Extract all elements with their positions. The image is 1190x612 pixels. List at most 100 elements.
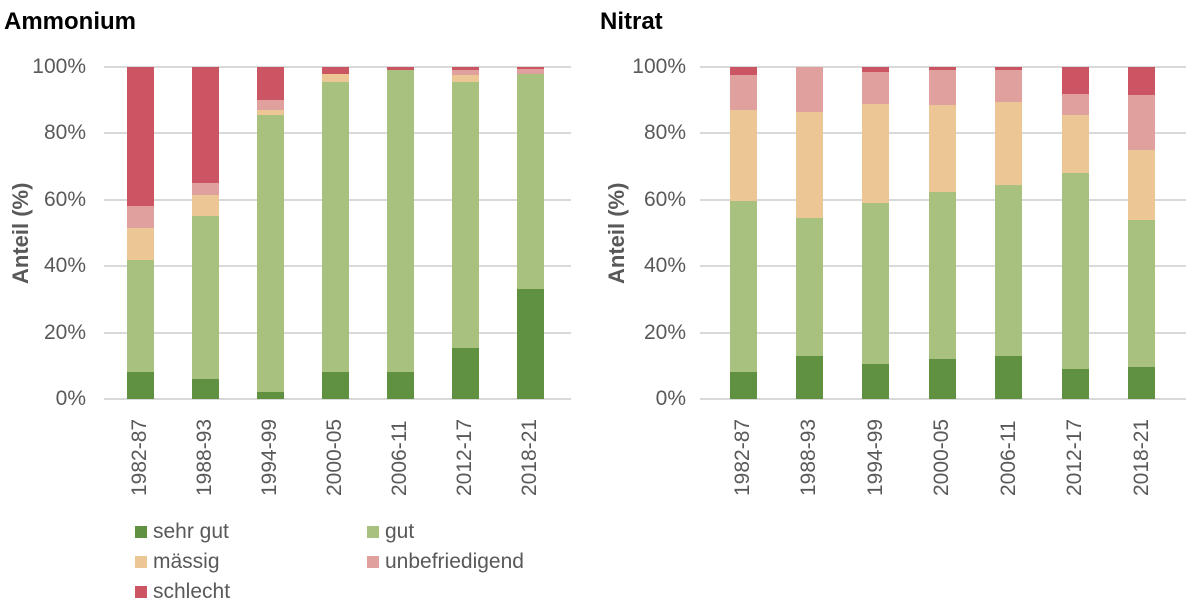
bar-segment-ammonium-1994-99-unbefriedigend xyxy=(256,100,284,111)
bar-segment-ammonium-1988-93-mässig xyxy=(191,194,219,217)
bar-segment-ammonium-1982-87-mässig xyxy=(126,228,154,260)
x-tick-label-nitrat-1988-93: 1988-93 xyxy=(797,418,821,496)
y-tick-label-nitrat-100: 100% xyxy=(632,55,686,78)
bar-segment-nitrat-2012-17-schlecht xyxy=(1061,67,1089,94)
bar-segment-nitrat-1988-93-unbefriedigend xyxy=(795,67,823,112)
gridline-ammonium-0 xyxy=(104,398,571,400)
bar-segment-ammonium-2012-17-sehr gut xyxy=(451,347,479,399)
bar-segment-nitrat-2000-05-gut xyxy=(928,191,956,360)
bar-segment-ammonium-2012-17-schlecht xyxy=(451,67,479,71)
legend-swatch-mässig xyxy=(135,555,147,568)
bar-segment-ammonium-2006-11-schlecht xyxy=(386,67,414,71)
bar-segment-ammonium-2018-21-unbefriedigend xyxy=(516,68,544,74)
x-tick-label-nitrat-1994-99: 1994-99 xyxy=(863,418,887,496)
bar-segment-nitrat-1994-99-sehr gut xyxy=(862,364,890,399)
x-tick-label-nitrat-1982-87: 1982-87 xyxy=(731,418,754,496)
bar-segment-ammonium-2006-11-sehr gut xyxy=(386,372,414,399)
bar-segment-nitrat-2000-05-sehr gut xyxy=(928,359,956,399)
y-tick-label-ammonium-20: 20% xyxy=(43,320,86,344)
stacked-bar-nitrat-2000-05 xyxy=(928,67,956,399)
legend-item-unbefriedigend: unbefriedigend xyxy=(367,549,697,574)
bar-segment-nitrat-2018-21-schlecht xyxy=(1128,67,1156,96)
bar-segment-ammonium-1988-93-sehr gut xyxy=(191,379,219,399)
bar-segment-ammonium-1982-87-gut xyxy=(126,259,154,373)
stacked-bar-ammonium-2000-05 xyxy=(321,67,349,399)
bar-segment-ammonium-2012-17-mässig xyxy=(451,75,479,82)
y-tick-label-nitrat-20: 20% xyxy=(643,320,686,344)
bar-segment-nitrat-2012-17-mässig xyxy=(1061,115,1089,174)
stacked-bar-ammonium-2012-17 xyxy=(451,67,479,399)
bar-segment-ammonium-1988-93-schlecht xyxy=(191,67,219,184)
x-tick-label-nitrat-2000-05: 2000-05 xyxy=(930,418,954,496)
bar-segment-ammonium-1994-99-mässig xyxy=(256,110,284,116)
stacked-bar-nitrat-1994-99 xyxy=(862,67,890,399)
bar-segment-nitrat-1994-99-mässig xyxy=(862,103,890,204)
stacked-bar-ammonium-1994-99 xyxy=(256,67,284,399)
bar-segment-nitrat-2006-11-unbefriedigend xyxy=(995,70,1023,102)
legend-swatch-unbefriedigend xyxy=(367,555,379,568)
legend-item-gut: gut xyxy=(367,519,697,544)
y-tick-label-nitrat-60: 60% xyxy=(643,187,686,211)
chart-title-ammonium: Ammonium xyxy=(4,8,136,35)
bar-segment-nitrat-1982-87-unbefriedigend xyxy=(729,75,757,111)
bar-segment-nitrat-2018-21-unbefriedigend xyxy=(1128,95,1156,151)
x-tick-label-ammonium-2006-11: 2006-11 xyxy=(388,420,411,496)
x-tick-label-nitrat-2006-11: 2006-11 xyxy=(996,420,1020,496)
x-tick-label-ammonium-2000-05: 2000-05 xyxy=(323,418,346,496)
stacked-bar-nitrat-1982-87 xyxy=(729,67,757,399)
legend-item-mässig: mässig xyxy=(135,549,367,574)
bar-segment-ammonium-1988-93-unbefriedigend xyxy=(191,183,219,195)
y-tick-label-nitrat-40: 40% xyxy=(643,254,686,278)
bar-segment-ammonium-2012-17-unbefriedigend xyxy=(451,70,479,76)
bar-segment-nitrat-1988-93-sehr gut xyxy=(795,355,823,399)
y-tick-label-ammonium-0: 0% xyxy=(55,387,86,410)
bar-segment-nitrat-1994-99-schlecht xyxy=(862,67,890,72)
bar-segment-nitrat-2012-17-unbefriedigend xyxy=(1061,93,1089,116)
bar-segment-ammonium-2006-11-gut xyxy=(386,70,414,373)
bar-segment-nitrat-2006-11-mässig xyxy=(995,101,1023,185)
bar-segment-nitrat-2006-11-schlecht xyxy=(995,67,1023,71)
bar-segment-nitrat-1982-87-mässig xyxy=(729,110,757,202)
bar-segment-ammonium-2000-05-sehr gut xyxy=(321,372,349,399)
stacked-bar-nitrat-2012-17 xyxy=(1061,67,1089,399)
y-tick-label-ammonium-80: 80% xyxy=(43,121,86,145)
bar-segment-nitrat-2012-17-sehr gut xyxy=(1061,369,1089,399)
chart-title-nitrat: Nitrat xyxy=(600,8,663,35)
stacked-bar-ammonium-2006-11 xyxy=(386,67,414,399)
legend-swatch-schlecht xyxy=(135,585,147,598)
bar-segment-ammonium-1982-87-schlecht xyxy=(126,67,154,207)
bar-segment-nitrat-1982-87-gut xyxy=(729,201,757,373)
stacked-bar-nitrat-2006-11 xyxy=(995,67,1023,399)
bar-segment-ammonium-1994-99-schlecht xyxy=(256,67,284,101)
x-tick-label-ammonium-1982-87: 1982-87 xyxy=(128,418,151,496)
bar-segment-ammonium-2000-05-schlecht xyxy=(321,67,349,74)
bar-segment-nitrat-1994-99-unbefriedigend xyxy=(862,72,890,104)
bar-segment-ammonium-2000-05-gut xyxy=(321,81,349,373)
x-tick-label-ammonium-1988-93: 1988-93 xyxy=(193,418,216,496)
x-tick-label-nitrat-2012-17: 2012-17 xyxy=(1063,418,1087,496)
legend-swatch-gut xyxy=(367,525,379,538)
stacked-bar-nitrat-1988-93 xyxy=(795,67,823,399)
bar-segment-ammonium-1994-99-gut xyxy=(256,115,284,393)
legend-swatch-sehr gut xyxy=(135,525,147,538)
gridline-nitrat-100 xyxy=(700,66,1186,68)
legend-item-sehr gut: sehr gut xyxy=(135,519,367,544)
bar-segment-ammonium-1988-93-gut xyxy=(191,216,219,380)
bar-segment-nitrat-2006-11-sehr gut xyxy=(995,355,1023,399)
y-tick-label-nitrat-0: 0% xyxy=(655,387,686,410)
stacked-bar-ammonium-1982-87 xyxy=(126,67,154,399)
legend-label-mässig: mässig xyxy=(153,549,220,573)
x-tick-label-ammonium-2012-17: 2012-17 xyxy=(453,418,476,496)
x-tick-label-nitrat-2018-21: 2018-21 xyxy=(1129,418,1153,496)
y-tick-label-ammonium-60: 60% xyxy=(43,187,86,211)
bar-segment-nitrat-2006-11-gut xyxy=(995,184,1023,356)
bar-segment-nitrat-2018-21-mässig xyxy=(1128,150,1156,220)
bar-segment-ammonium-2000-05-mässig xyxy=(321,73,349,82)
x-tick-label-ammonium-1994-99: 1994-99 xyxy=(258,418,281,496)
gridline-nitrat-0 xyxy=(700,398,1186,400)
legend-label-sehr gut: sehr gut xyxy=(153,519,229,543)
bar-segment-nitrat-2000-05-schlecht xyxy=(928,67,956,71)
bar-segment-nitrat-1988-93-mässig xyxy=(795,111,823,219)
bar-segment-nitrat-2018-21-sehr gut xyxy=(1128,367,1156,399)
